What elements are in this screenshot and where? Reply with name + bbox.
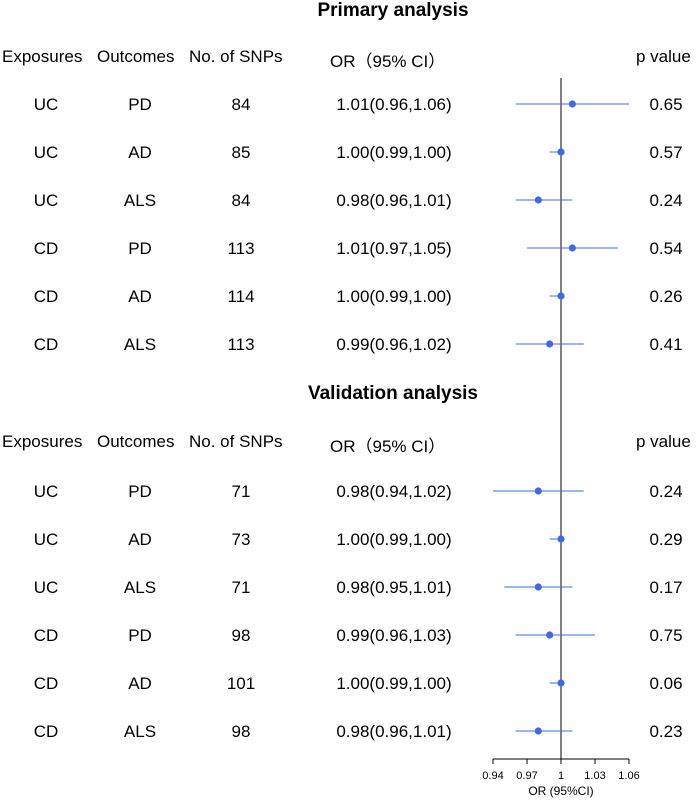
header-snps: No. of SNPs (189, 47, 283, 66)
row-exposure: UC (33, 530, 59, 549)
header-or: OR（95% CI） (330, 52, 446, 71)
row-exposure: CD (33, 239, 59, 258)
row-exposure: UC (33, 482, 59, 501)
row-or-text: 0.99(0.96,1.03) (336, 626, 452, 645)
point-estimate (534, 727, 542, 735)
point-estimate (568, 244, 576, 252)
row-snps: 84 (231, 95, 251, 114)
row-or-text: 0.98(0.96,1.01) (336, 191, 452, 210)
row-p-value: 0.41 (649, 335, 683, 354)
row-p-value: 0.65 (649, 95, 683, 114)
row-exposure: UC (33, 143, 59, 162)
row-or-text: 1.01(0.96,1.06) (336, 95, 452, 114)
row-snps: 113 (227, 335, 255, 354)
point-estimate (557, 535, 565, 543)
row-exposure: UC (33, 578, 59, 597)
header-exposures: Exposures (2, 47, 83, 66)
row-p-value: 0.24 (649, 191, 683, 210)
row-exposure: CD (33, 722, 59, 741)
row-or-text: 1.01(0.97,1.05) (336, 239, 452, 258)
row-exposure: CD (33, 335, 59, 354)
row-snps: 114 (227, 287, 255, 306)
point-estimate (557, 292, 565, 300)
point-estimate (557, 679, 565, 687)
header-outcomes: Outcomes (97, 47, 175, 66)
validation-analysis-title: Validation analysis (307, 383, 479, 404)
row-or-text: 1.00(0.99,1.00) (336, 530, 452, 549)
row-or-text: 1.00(0.99,1.00) (336, 674, 452, 693)
row-or-text: 0.98(0.95,1.01) (336, 578, 452, 597)
row-outcome: ALS (123, 578, 157, 597)
row-snps: 98 (231, 626, 251, 645)
row-exposure: CD (33, 626, 59, 645)
row-snps: 71 (231, 482, 251, 501)
row-or-text: 0.98(0.94,1.02) (336, 482, 452, 501)
row-or-text: 0.98(0.96,1.01) (336, 722, 452, 741)
x-axis-tick-label: 0.97 (516, 770, 537, 782)
row-p-value: 0.54 (649, 239, 683, 258)
primary-analysis-title: Primary analysis (317, 0, 469, 21)
row-outcome: AD (128, 287, 152, 306)
row-exposure: CD (33, 674, 59, 693)
x-axis-tick-label: 1 (558, 770, 564, 782)
point-estimate (546, 631, 554, 639)
row-snps: 98 (231, 722, 251, 741)
row-outcome: AD (128, 674, 152, 693)
x-axis-title: OR (95%CI) (528, 784, 593, 798)
point-estimate (534, 583, 542, 591)
point-estimate (534, 196, 542, 204)
row-outcome: ALS (123, 335, 157, 354)
row-outcome: AD (128, 530, 152, 549)
header-p-value: p value (636, 47, 691, 66)
point-estimate (546, 340, 554, 348)
row-outcome: PD (128, 95, 152, 114)
row-p-value: 0.06 (649, 674, 683, 693)
header-snps: No. of SNPs (189, 432, 283, 451)
row-p-value: 0.29 (649, 530, 683, 549)
row-outcome: AD (128, 143, 152, 162)
row-outcome: ALS (123, 722, 157, 741)
x-axis-tick-label: 1.03 (584, 770, 605, 782)
row-p-value: 0.26 (649, 287, 683, 306)
row-snps: 71 (231, 578, 251, 597)
header-p-value: p value (636, 432, 691, 451)
row-snps: 113 (227, 239, 255, 258)
row-outcome: PD (128, 482, 152, 501)
x-axis-tick-label: 1.06 (618, 770, 639, 782)
x-axis-tick-label: 0.94 (482, 770, 503, 782)
row-snps: 101 (226, 674, 256, 693)
row-or-text: 1.00(0.99,1.00) (336, 143, 452, 162)
header-exposures: Exposures (2, 432, 83, 451)
row-or-text: 0.99(0.96,1.02) (336, 335, 452, 354)
row-outcome: ALS (123, 191, 157, 210)
point-estimate (568, 100, 576, 108)
row-snps: 85 (231, 143, 251, 162)
row-or-text: 1.00(0.99,1.00) (336, 287, 452, 306)
row-p-value: 0.23 (649, 722, 683, 741)
row-snps: 84 (231, 191, 251, 210)
header-outcomes: Outcomes (97, 432, 175, 451)
row-exposure: UC (33, 191, 59, 210)
header-or: OR（95% CI） (330, 437, 446, 456)
row-outcome: PD (128, 626, 152, 645)
row-p-value: 0.24 (649, 482, 683, 501)
row-p-value: 0.57 (649, 143, 683, 162)
row-exposure: UC (33, 95, 59, 114)
point-estimate (557, 148, 565, 156)
point-estimate (534, 487, 542, 495)
row-snps: 73 (231, 530, 251, 549)
row-exposure: CD (33, 287, 59, 306)
row-p-value: 0.75 (649, 626, 683, 645)
row-outcome: PD (128, 239, 152, 258)
row-p-value: 0.17 (649, 578, 683, 597)
